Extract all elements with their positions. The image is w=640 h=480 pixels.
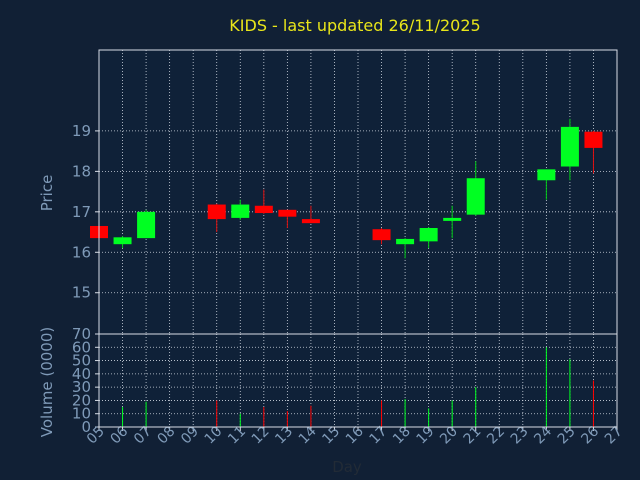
candle-body-11	[231, 204, 250, 218]
price-axis-label: Price	[38, 175, 56, 212]
price-tick-label: 19	[72, 122, 91, 140]
candle-body-12	[254, 205, 273, 214]
candle-body-20	[443, 217, 462, 221]
chart-title: KIDS - last updated 26/11/2025	[229, 16, 480, 35]
volume-tick-label: 70	[72, 325, 91, 343]
candle-body-21	[466, 178, 485, 215]
candle-body-07	[137, 211, 156, 239]
candle-body-06	[113, 237, 132, 245]
x-axis-label: Day	[332, 458, 362, 476]
candle-body-25	[560, 126, 579, 167]
volume-tick-label: 30	[72, 378, 91, 396]
candle-body-26	[584, 131, 603, 148]
price-tick-label: 15	[72, 284, 91, 302]
candle-body-13	[278, 209, 297, 217]
volume-axis-label: Volume (0000)	[38, 327, 56, 437]
candle-body-18	[396, 238, 415, 245]
volume-panel-border	[98, 333, 618, 428]
price-tick-label: 17	[72, 203, 91, 221]
candle-body-24	[537, 169, 556, 181]
volume-tick-label: 60	[72, 338, 91, 356]
candle-body-10	[207, 204, 226, 220]
price-tick-label: 16	[72, 243, 91, 261]
price-tick-label: 18	[72, 162, 91, 180]
price-panel: 15 16 17 18 19	[72, 49, 618, 335]
volume-tick-label: 20	[72, 391, 91, 409]
candle-body-14	[301, 219, 320, 224]
candle-body-19	[419, 228, 438, 242]
candle-body-17	[372, 229, 391, 241]
volume-plot-area	[99, 334, 617, 427]
volume-tick-label: 10	[72, 405, 91, 423]
volume-tick-label: 0	[81, 418, 91, 436]
volume-tick-label: 50	[72, 352, 91, 370]
volume-tick-label: 40	[72, 365, 91, 383]
